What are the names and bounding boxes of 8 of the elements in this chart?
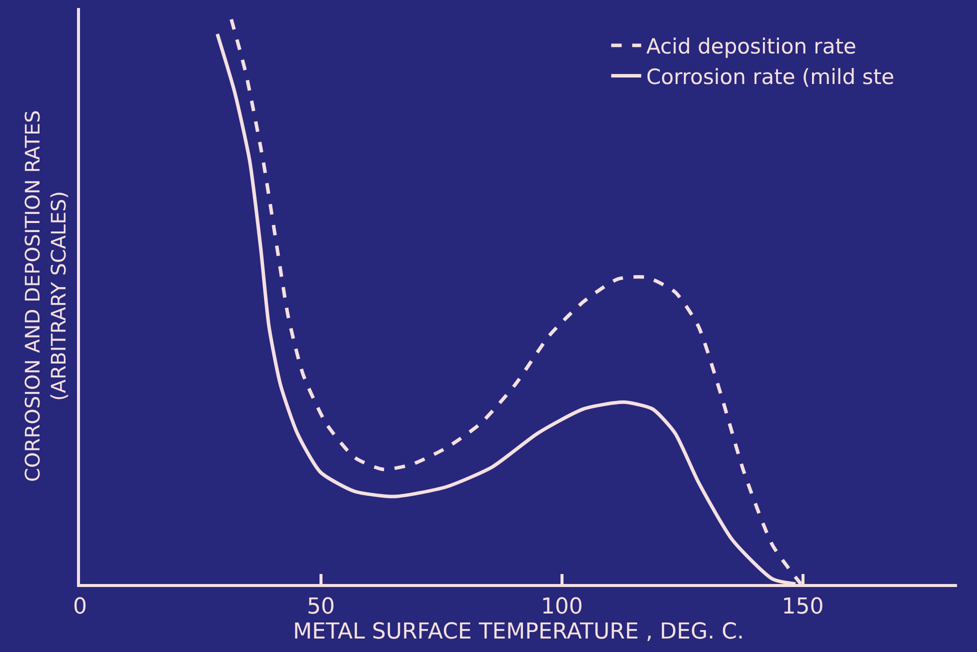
y-axis-title: CORROSION AND DEPOSITION RATES (ARBITRARY SCALES) — [20, 110, 70, 482]
x-tick-label: 0 — [73, 594, 87, 620]
x-tick-label: 150 — [782, 594, 824, 620]
x-axis-title: METAL SURFACE TEMPERATURE , DEG. C. — [293, 619, 744, 644]
x-tick-label: 50 — [306, 594, 335, 620]
legend-label: Acid deposition rate — [646, 34, 856, 59]
legend-label: Corrosion rate (mild ste — [646, 64, 894, 89]
x-tick-label: 100 — [540, 594, 583, 620]
